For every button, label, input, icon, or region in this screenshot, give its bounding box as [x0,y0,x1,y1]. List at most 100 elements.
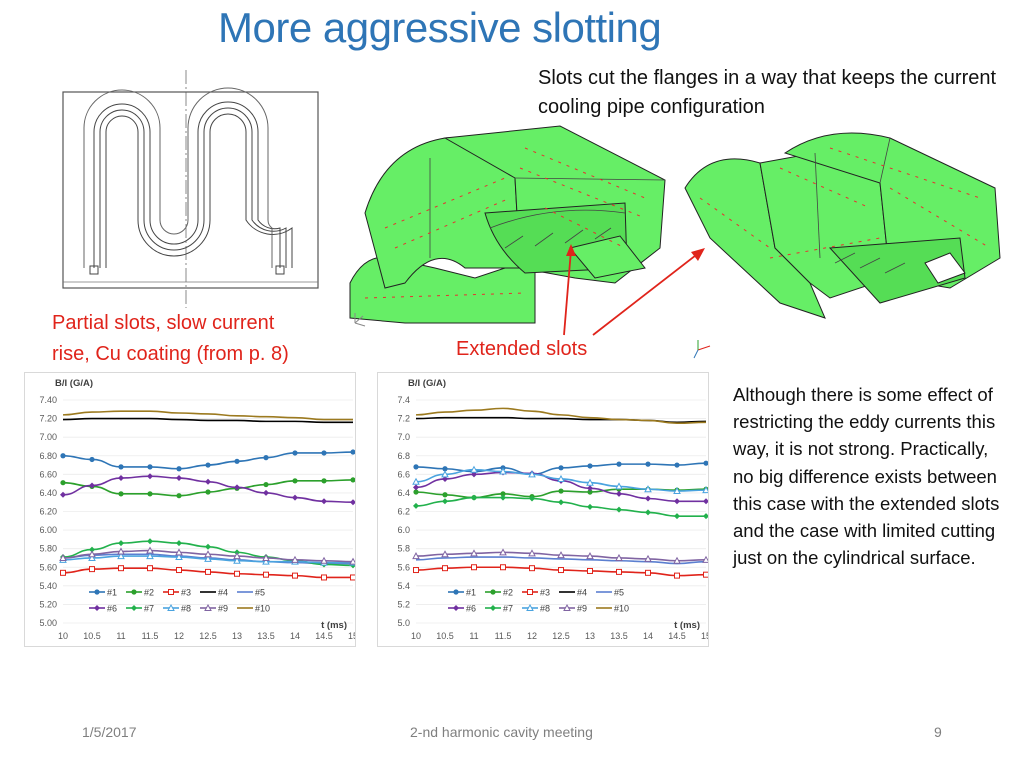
data-point-7 [413,502,419,509]
data-point-2 [350,477,356,483]
data-point-7 [558,499,564,506]
data-point-7 [703,513,709,520]
data-point-9 [291,555,299,563]
data-point-7 [205,543,211,550]
x-tick-label: 14.5 [668,631,686,641]
data-point-6 [350,499,356,506]
data-point-2 [321,478,327,484]
data-point-6 [442,475,448,482]
y-tick-label: 6.8 [397,451,410,461]
data-point-9 [262,553,270,561]
y-tick-label: 6.80 [39,451,57,461]
data-point-1 [263,455,269,461]
data-point-9 [233,552,241,560]
legend-marker [167,603,175,611]
x-tick-label: 10.5 [83,631,101,641]
data-point-6 [413,484,419,491]
data-point-6 [89,482,95,489]
legend-label: #1 [107,588,117,598]
data-point-1 [674,462,680,468]
data-point-1 [703,460,709,466]
data-point-3 [89,566,95,573]
data-point-3 [413,567,419,574]
data-point-1 [616,461,622,467]
data-point-2 [500,491,506,497]
data-point-1 [89,456,95,463]
y-tick-label: 5.20 [39,599,57,609]
x-tick-label: 12.5 [552,631,570,641]
data-point-7 [471,494,477,501]
legend-label: #4 [577,588,587,598]
x-tick-label: 12 [527,631,537,641]
data-point-9 [320,556,328,564]
data-point-9 [117,547,125,555]
extended-slots-caption: Extended slots [456,338,588,360]
data-point-3 [350,574,356,581]
data-point-2 [413,489,419,495]
data-point-2 [263,481,269,488]
x-tick-label: 13 [585,631,595,641]
data-point-7 [442,498,448,505]
y-tick-label: 5.0 [397,618,410,628]
data-point-8 [117,552,125,560]
x-tick-label: 14 [290,631,300,641]
legend-label: #9 [577,604,587,614]
x-tick-label: 10 [411,631,421,641]
data-point-9 [615,553,623,561]
legend-label: #9 [218,604,228,614]
footer-event: 2-nd harmonic cavity meeting [410,724,593,740]
data-point-2 [558,488,564,494]
data-point-6 [176,475,182,482]
x-tick-label: 11.5 [495,631,512,641]
data-point-9 [644,554,652,562]
data-point-2 [205,489,211,495]
data-point-2 [292,478,298,484]
data-point-7 [118,540,124,547]
data-point-7 [616,506,622,513]
data-point-6 [263,489,269,496]
y-tick-label: 5.4 [397,581,410,591]
data-point-1 [60,453,66,459]
legend-label: #2 [144,588,154,598]
x-tick-label: 15 [348,631,355,641]
data-point-3 [645,569,651,576]
data-point-9 [702,555,710,563]
data-point-3 [234,570,240,577]
x-tick-label: 15 [701,631,708,641]
data-point-2 [587,489,593,495]
data-point-2 [60,480,66,486]
x-axis-label: t (ms) [321,620,347,631]
data-point-9 [175,548,183,556]
axes-triad-icon [693,340,711,359]
data-point-6 [616,490,622,497]
data-point-8 [175,552,183,561]
y-tick-label: 6.4 [397,488,410,498]
x-tick-label: 12 [174,631,184,641]
data-point-3 [587,567,593,574]
data-point-1 [118,464,124,470]
data-point-6 [60,491,66,498]
x-tick-label: 13.5 [610,631,628,641]
x-tick-label: 14.5 [315,631,333,641]
chart-partial-slots: 5.00 5.20 5.40 5.60 5.80 6.00 6.20 6.40 6.60 6.80… [24,372,358,647]
data-point-1 [442,466,448,472]
legend-marker [490,589,496,595]
data-point-3 [118,565,124,572]
data-point-8 [204,554,212,562]
series-line-10 [62,410,353,421]
data-point-3 [703,571,709,578]
callout-arrows [563,244,705,336]
data-point-3 [616,568,622,575]
data-point-1 [350,449,356,455]
data-point-3 [321,574,327,581]
data-point-9 [412,552,420,560]
y-tick-label: 5.40 [39,581,57,591]
legend-label: #8 [181,604,191,614]
x-tick-label: 11.5 [142,631,159,641]
data-point-2 [442,492,448,498]
y-tick-label: 5.60 [39,562,57,572]
legend-marker [490,605,496,611]
y-tick-label: 5.6 [397,562,410,572]
data-point-8 [499,467,507,475]
data-point-6 [234,484,240,491]
